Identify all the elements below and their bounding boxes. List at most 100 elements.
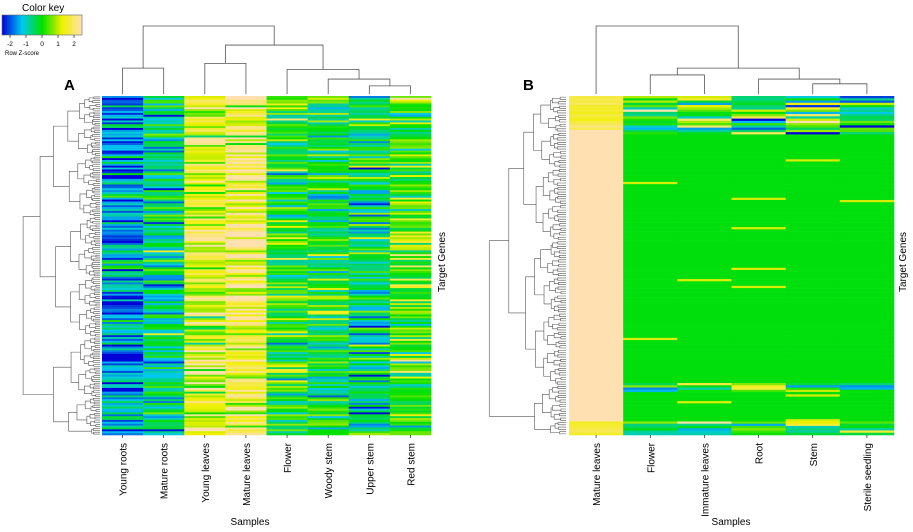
heatmap-cell [225,320,267,323]
dendrogram-branch [70,291,80,323]
dendrogram-branch [558,236,566,240]
dendrogram-branch [94,416,100,420]
heatmap-cell [839,414,895,418]
dendrogram-branch [93,126,100,130]
heatmap-cell [348,195,391,198]
heatmap-cell [569,312,624,316]
heatmap-cell [839,306,895,309]
heatmap-cell [184,286,226,289]
heatmap-cell [839,145,895,149]
heatmap-cell [184,310,226,313]
dendrogram-branch [89,293,96,298]
heatmap-cell [389,401,432,404]
dendrogram-branch [92,145,100,149]
heatmap-cell [839,147,895,151]
heatmap-cell [389,107,432,110]
heatmap-cell [184,271,226,274]
heatmap-cell [731,419,786,422]
heatmap-cell [184,154,226,157]
heatmap-cell [569,181,624,185]
dendrogram-branch [556,245,566,249]
heatmap-cell [623,123,678,126]
dendrogram-branch [95,303,100,307]
heatmap-cell [569,136,624,140]
heatmap-cell [143,299,185,302]
heatmap-cell [143,235,185,238]
heatmap-cell [266,365,308,368]
heatmap-cell [785,283,841,287]
heatmap-cell [348,350,391,353]
heatmap-cell [266,337,308,340]
heatmap-cell [839,98,895,101]
heatmap-cell [389,402,432,406]
dendrogram-branch [94,130,100,134]
heatmap-cell [307,308,350,311]
heatmap-cell [102,263,144,266]
heatmap-cell [266,346,308,349]
heatmap-cell [102,101,144,104]
heatmap-cell [184,350,226,353]
heatmap-cell [307,195,350,198]
heatmap-cell [307,182,350,185]
heatmap-cell [143,419,185,423]
dendrogram-branch [560,227,566,231]
heatmap-cell [348,235,391,238]
heatmap-cell [102,408,144,411]
heatmap-cell [785,236,841,239]
heatmap-cell [731,138,786,142]
heatmap-cell [266,406,308,409]
dendrogram-branch [525,276,536,350]
heatmap-cell [143,242,185,246]
heatmap-cell [731,373,786,377]
heatmap-cell [677,206,732,210]
heatmap-cell [623,168,678,171]
heatmap-cell [839,355,895,359]
heatmap-cell [569,127,624,131]
heatmap-cell [839,245,895,248]
dendrogram-branch [560,205,566,209]
dendrogram-branch [92,120,95,125]
heatmap-cell [225,391,267,394]
heatmap-cell [731,260,786,264]
dendrogram-branch [92,168,100,171]
heatmap-cell [266,359,308,362]
heatmap-cell [348,425,391,428]
heatmap-cell [225,199,267,202]
heatmap-cell [307,397,350,400]
dendrogram-branch [92,360,100,363]
heatmap-cell [677,163,732,167]
heatmap-cell [348,242,391,246]
heatmap-cell [389,395,432,398]
heatmap-cell [102,391,144,394]
heatmap-cell [143,269,185,272]
heatmap-cell [184,250,226,253]
heatmap-cell [102,163,144,166]
heatmap-cell [785,351,841,354]
heatmap-cell [102,205,144,208]
panel-b-ylabel: Target Genes [898,232,909,292]
heatmap-cell [143,122,185,125]
heatmap-cell [623,333,678,336]
heatmap-cell [839,161,895,165]
heatmap-cell [266,163,308,166]
heatmap-cell [569,154,624,158]
heatmap-cell [677,170,732,174]
heatmap-cell [677,292,732,296]
heatmap-cell [102,195,144,198]
heatmap-cell [569,342,624,345]
heatmap-cell [623,267,678,271]
heatmap-cell [731,297,786,300]
heatmap-cell [389,192,432,195]
heatmap-cell [102,146,144,150]
heatmap-cell [731,204,786,208]
dendrogram-branch [558,160,566,163]
heatmap-cell [677,410,732,413]
heatmap-cell [184,397,226,400]
heatmap-cell [389,176,432,180]
heatmap-cell [839,179,895,183]
heatmap-cell [623,202,678,205]
heatmap-cell [623,100,678,104]
heatmap-cell [623,367,678,370]
heatmap-cell [225,237,267,240]
dendrogram-branch [557,146,566,150]
